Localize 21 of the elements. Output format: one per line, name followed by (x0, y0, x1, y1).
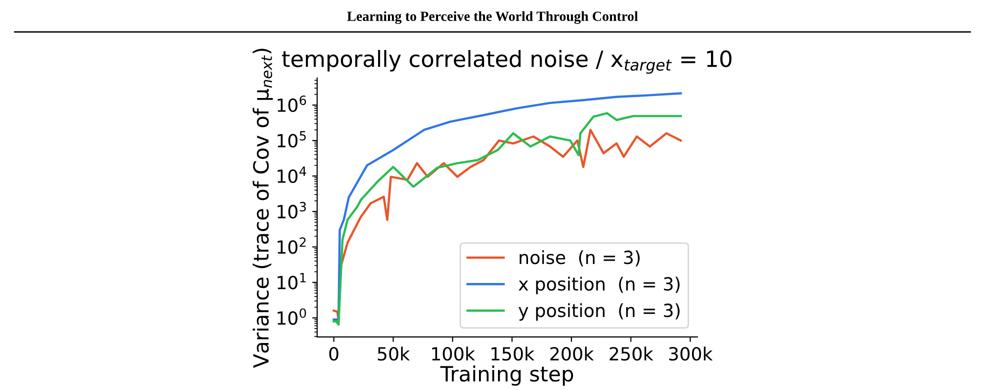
y-tick-label: 10$^{6}$ (278, 96, 306, 112)
y-tick-label: 10$^{3}$ (278, 202, 306, 218)
legend-label: x position (n = 3) (518, 276, 680, 294)
text: Learning to Perceive the World Through Control (347, 11, 638, 24)
x-tick-label: 100k (432, 346, 476, 361)
x-tick-label: 200k (550, 346, 594, 361)
y-axis-title: Variance (trace of Cov of μ$_{next}$) (252, 48, 273, 368)
y-tick-label: 10$^{0}$ (278, 308, 306, 325)
y-tick-label: 10$^{1}$ (278, 273, 306, 290)
x-tick-label: 300k (669, 346, 713, 361)
x-axis-title: Training step (440, 366, 574, 386)
x-tick-label: 150k (492, 346, 534, 361)
x-tick-label: 0 (329, 347, 338, 361)
legend-label: y position (n = 3) (518, 303, 680, 321)
y-tick-label: 10$^{5}$ (278, 131, 306, 148)
legend-label: noise (n = 3) (520, 250, 640, 266)
x-tick-label: 250k (610, 346, 654, 361)
y-tick-label: 10$^{4}$ (278, 166, 306, 184)
chart-title: temporally correlated noise / x$_{target}$ = 10 (282, 50, 732, 74)
x-tick-label: 50k (378, 346, 410, 361)
y-tick-label: 10$^{2}$ (278, 237, 306, 254)
